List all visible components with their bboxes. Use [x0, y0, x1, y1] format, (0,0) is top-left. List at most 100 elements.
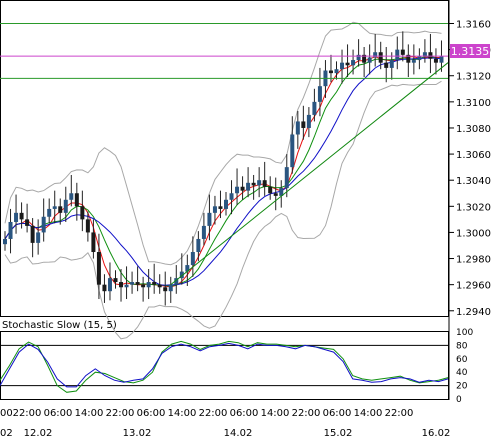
candle-body	[36, 232, 41, 243]
candle-body	[135, 282, 140, 285]
candle-body	[196, 238, 201, 253]
stochastic-level-label: 40	[456, 368, 468, 378]
candle-body	[14, 212, 19, 222]
candle-body	[174, 278, 179, 285]
candle-body	[218, 206, 223, 209]
candle-body	[25, 219, 30, 226]
candle-body	[179, 271, 184, 279]
candle-body	[190, 252, 195, 266]
candle-body	[168, 284, 173, 292]
candle-body	[400, 49, 405, 55]
horizontal-lines	[0, 23, 449, 286]
candle-body	[185, 265, 190, 272]
candle-body	[30, 225, 35, 243]
time-tick-label: 22:00	[106, 408, 135, 419]
time-tick-label: 14:00	[75, 408, 104, 419]
price-axis: 1.31601.31401.31201.31001.30801.30601.30…	[449, 20, 491, 318]
candle-body	[395, 49, 400, 61]
candle-body	[246, 182, 251, 191]
date-label: 14.02	[224, 428, 253, 439]
time-tick-label: 14:00	[261, 408, 290, 419]
candle-body	[3, 238, 7, 245]
stochastic-lines	[0, 340, 449, 393]
price-tick-label: 1.3040	[456, 176, 491, 187]
candle-body	[367, 57, 372, 63]
candle-body	[439, 56, 444, 63]
candle-body	[351, 60, 356, 66]
ma-blue-line	[4, 57, 442, 286]
candle-body	[268, 186, 273, 194]
time-tick-label: 06:00	[323, 408, 352, 419]
indicator-label: Stochastic Slow (15, 5)	[2, 320, 117, 331]
candle-body	[47, 208, 52, 217]
candle-body	[433, 58, 438, 63]
candle-body	[207, 212, 212, 226]
candle-body	[212, 206, 217, 213]
candle-body	[356, 54, 361, 61]
candle-body	[345, 62, 350, 66]
candle-body	[201, 225, 206, 239]
price-tick-label: 1.3060	[456, 150, 491, 161]
stochastic-level-label: 100	[456, 328, 473, 338]
candle-body	[96, 252, 101, 285]
candle-body	[362, 54, 367, 63]
candle-body	[301, 121, 306, 128]
bollinger-upper	[4, 21, 442, 266]
candle-body	[19, 212, 24, 220]
candle-body	[378, 52, 383, 63]
candle-body	[240, 186, 245, 191]
stochastic-pane[interactable]	[0, 331, 449, 400]
time-tick-label: 22:00	[13, 408, 42, 419]
candle-body	[107, 278, 112, 292]
current-price-badge	[450, 44, 490, 58]
trend-line	[170, 62, 449, 286]
time-tick-label: 14:00	[168, 408, 197, 419]
date-label: 15.02	[324, 428, 353, 439]
candle-body	[312, 101, 317, 115]
candle-body	[373, 52, 378, 58]
time-tick-label: 06:00	[137, 408, 166, 419]
candle-body	[74, 193, 79, 207]
candle-body	[290, 134, 295, 168]
price-tick-label: 1.3000	[456, 228, 491, 239]
time-tick-label: 00	[0, 408, 13, 419]
candle-body	[257, 180, 262, 186]
price-tick-label: 1.2940	[456, 307, 491, 318]
time-axis: 00 22:00 06:00 14:00 22:00 06:00 14:00 22:00 06:…	[0, 408, 450, 439]
candle-body	[279, 188, 284, 196]
date-label: 02	[0, 428, 13, 439]
stochastic-levels: 100 80 60 40 20 0	[0, 328, 473, 405]
price-pane[interactable]	[0, 0, 449, 317]
price-tick-label: 1.3020	[456, 202, 491, 213]
candle-body	[273, 193, 278, 196]
candle-body	[141, 284, 146, 288]
candle-body	[113, 278, 118, 283]
candle-body	[334, 69, 339, 74]
time-tick-label: 22:00	[199, 408, 228, 419]
candle-body	[262, 180, 267, 187]
candle-body	[251, 182, 256, 186]
candle-body	[85, 219, 90, 233]
candle-body	[328, 70, 333, 74]
candle-body	[406, 54, 411, 63]
date-label: 16.02	[422, 428, 451, 439]
stochastic-level-label: 20	[456, 382, 468, 392]
price-tick-label: 1.2980	[456, 255, 491, 266]
candle-body	[295, 121, 300, 135]
candle-body	[8, 221, 13, 239]
candle-body	[417, 56, 422, 61]
time-tick-label: 06:00	[44, 408, 73, 419]
candle-body	[63, 199, 68, 213]
stochastic-level-label: 80	[456, 341, 468, 351]
candle-body	[235, 186, 240, 194]
candle-body	[284, 167, 289, 189]
date-label: 13.02	[123, 428, 152, 439]
time-tick-label: 14:00	[354, 408, 383, 419]
candle-body	[411, 60, 416, 63]
candle-body	[224, 199, 228, 209]
candle-body	[80, 206, 85, 220]
price-tick-label: 1.2960	[456, 281, 491, 292]
candle-body	[146, 282, 151, 288]
